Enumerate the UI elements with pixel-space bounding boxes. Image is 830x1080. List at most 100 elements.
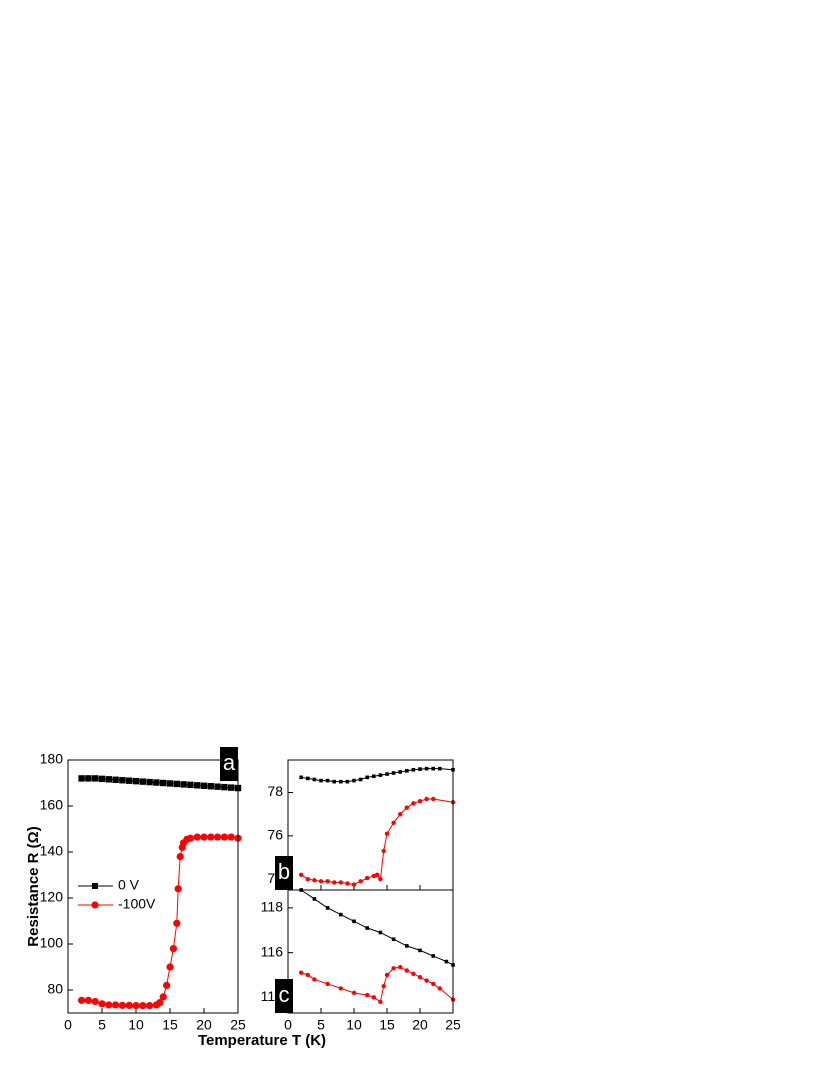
marker	[132, 777, 140, 785]
marker	[312, 897, 317, 901]
marker	[371, 995, 376, 1000]
marker	[417, 975, 423, 980]
marker	[411, 971, 416, 977]
y-tick-label: 78	[267, 783, 283, 799]
marker	[214, 833, 222, 841]
x-axis-label: Temperature T (K)	[198, 1032, 326, 1049]
marker	[398, 811, 403, 817]
x-tick-label: 10	[346, 1017, 362, 1033]
marker	[345, 779, 350, 784]
y-axis-label: Resistance R (Ω)	[25, 826, 42, 946]
panel-label: b	[278, 859, 290, 884]
marker	[378, 876, 383, 882]
marker	[299, 775, 303, 780]
marker	[424, 978, 429, 983]
marker	[325, 879, 330, 884]
marker	[332, 779, 336, 784]
marker	[405, 944, 409, 948]
marker	[163, 981, 171, 990]
panel-label: c	[279, 982, 290, 1007]
marker	[405, 769, 409, 773]
marker	[378, 930, 383, 935]
marker	[372, 774, 376, 779]
y-tick-label: 118	[261, 899, 284, 915]
x-tick-label: 20	[412, 1017, 428, 1033]
y-tick-label: 140	[40, 843, 64, 859]
marker	[92, 775, 99, 782]
marker	[78, 775, 85, 782]
marker	[156, 999, 164, 1007]
marker	[200, 833, 208, 841]
marker	[305, 972, 310, 978]
marker	[200, 782, 208, 789]
marker	[365, 926, 369, 930]
marker	[444, 959, 449, 964]
marker	[105, 776, 112, 783]
marker	[153, 779, 160, 786]
marker	[207, 833, 215, 841]
marker	[411, 801, 416, 806]
marker	[352, 778, 356, 783]
y-tick-label: 120	[40, 889, 64, 905]
marker	[306, 776, 310, 781]
marker	[385, 772, 389, 776]
marker	[139, 778, 146, 785]
legend-label: 0 V	[118, 877, 140, 893]
x-tick-label: 15	[162, 1017, 178, 1033]
plot-frame	[287, 889, 454, 1014]
y-tick-label: 116	[261, 943, 284, 959]
marker	[78, 996, 86, 1004]
legend-label: -100V	[118, 896, 156, 912]
marker	[325, 981, 330, 987]
x-tick-label: 5	[317, 1017, 325, 1033]
y-tick-label: 76	[267, 827, 283, 843]
marker	[391, 966, 396, 971]
marker	[325, 778, 330, 783]
marker	[173, 919, 181, 927]
marker	[228, 784, 235, 791]
marker	[411, 767, 416, 772]
marker	[374, 872, 380, 878]
marker	[214, 783, 221, 790]
marker	[187, 781, 194, 789]
marker	[166, 780, 174, 787]
marker	[98, 1000, 106, 1008]
x-tick-label: 5	[98, 1017, 106, 1033]
series-line	[301, 768, 454, 783]
marker	[352, 919, 356, 924]
marker	[338, 986, 343, 991]
marker	[358, 777, 363, 782]
y-tick-label: 80	[47, 981, 63, 997]
marker	[431, 954, 435, 958]
marker	[431, 981, 436, 987]
marker	[146, 1002, 154, 1010]
marker	[371, 873, 376, 879]
marker	[431, 766, 435, 771]
marker	[173, 780, 180, 788]
x-tick-label: 20	[196, 1017, 212, 1033]
x-tick-label: 10	[128, 1017, 144, 1033]
marker	[126, 777, 133, 784]
marker	[365, 775, 369, 780]
marker	[312, 977, 317, 982]
marker	[194, 782, 201, 789]
marker	[391, 771, 396, 775]
marker	[437, 986, 442, 991]
marker	[98, 775, 106, 783]
marker	[207, 783, 214, 790]
marker	[132, 1002, 140, 1010]
marker	[365, 992, 370, 998]
panel-label-box	[275, 979, 293, 1013]
marker	[125, 1001, 133, 1010]
marker	[351, 990, 357, 996]
marker	[312, 878, 317, 883]
marker	[146, 778, 153, 786]
x-tick-label: 0	[284, 1017, 292, 1033]
marker	[112, 776, 119, 783]
marker	[398, 964, 403, 970]
marker	[186, 834, 194, 842]
series-line	[301, 966, 454, 1003]
marker	[338, 880, 343, 885]
marker	[431, 796, 436, 802]
